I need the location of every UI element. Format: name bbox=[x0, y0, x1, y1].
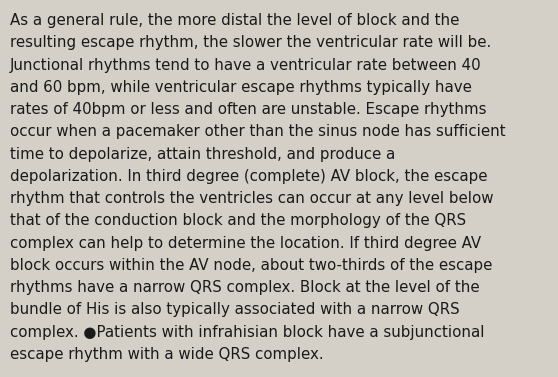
Text: resulting escape rhythm, the slower the ventricular rate will be.: resulting escape rhythm, the slower the … bbox=[10, 35, 491, 51]
Text: complex. ●Patients with infrahisian block have a subjunctional: complex. ●Patients with infrahisian bloc… bbox=[10, 325, 484, 340]
Text: and 60 bpm, while ventricular escape rhythms typically have: and 60 bpm, while ventricular escape rhy… bbox=[10, 80, 472, 95]
Text: As a general rule, the more distal the level of block and the: As a general rule, the more distal the l… bbox=[10, 13, 459, 28]
Text: time to depolarize, attain threshold, and produce a: time to depolarize, attain threshold, an… bbox=[10, 147, 395, 162]
Text: Junctional rhythms tend to have a ventricular rate between 40: Junctional rhythms tend to have a ventri… bbox=[10, 58, 482, 73]
Text: block occurs within the AV node, about two-thirds of the escape: block occurs within the AV node, about t… bbox=[10, 258, 492, 273]
Text: complex can help to determine the location. If third degree AV: complex can help to determine the locati… bbox=[10, 236, 481, 251]
Text: rhythm that controls the ventricles can occur at any level below: rhythm that controls the ventricles can … bbox=[10, 191, 493, 206]
Text: rhythms have a narrow QRS complex. Block at the level of the: rhythms have a narrow QRS complex. Block… bbox=[10, 280, 480, 295]
Text: escape rhythm with a wide QRS complex.: escape rhythm with a wide QRS complex. bbox=[10, 347, 324, 362]
Text: occur when a pacemaker other than the sinus node has sufficient: occur when a pacemaker other than the si… bbox=[10, 124, 506, 139]
Text: bundle of His is also typically associated with a narrow QRS: bundle of His is also typically associat… bbox=[10, 302, 460, 317]
Text: depolarization. In third degree (complete) AV block, the escape: depolarization. In third degree (complet… bbox=[10, 169, 488, 184]
Text: that of the conduction block and the morphology of the QRS: that of the conduction block and the mor… bbox=[10, 213, 466, 228]
Text: rates of 40bpm or less and often are unstable. Escape rhythms: rates of 40bpm or less and often are uns… bbox=[10, 102, 487, 117]
